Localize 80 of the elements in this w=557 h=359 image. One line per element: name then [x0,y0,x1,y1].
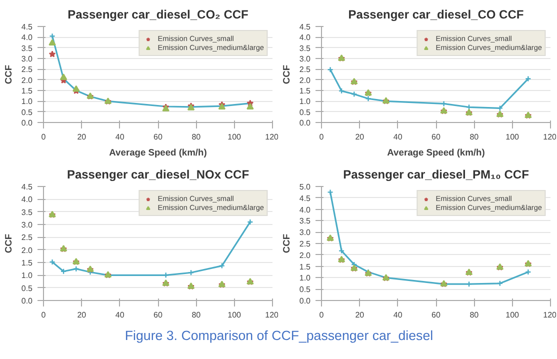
y-axis-title: CCF [3,234,14,254]
y-tick-label: 3.0 [299,228,312,238]
x-tick-label: 60 [432,310,441,320]
y-tick-label: 0.5 [21,108,34,117]
x-tick-label: 0 [319,132,324,142]
y-tick-label: 3.5 [299,216,312,226]
y-tick-label: 0.5 [299,285,312,294]
x-axis-title: Average Speed (km/h) [387,148,485,158]
y-tick-label: 4.5 [299,22,312,32]
y-tick-label: 3.5 [299,44,312,53]
x-tick-label: 40 [115,132,125,142]
y-tick-label: 1.5 [21,258,34,268]
chart-title: Passenger car_diesel_CO₂ CCF [68,8,248,22]
x-tick-label: 20 [355,310,365,320]
y-tick-label: 4.5 [21,182,34,192]
y-tick-label: 3.0 [299,54,312,64]
y-tick-label: 2.5 [299,240,312,248]
y-tick-label: 0.0 [21,296,34,306]
caption: Figure 3. Comparison of CCF_passenger car_diesel [124,328,434,343]
x-tick-label: 40 [393,310,403,320]
y-tick-label: 3.0 [21,220,34,230]
x-tick-label: 100 [228,310,242,320]
x-tick-label: 0 [41,310,46,320]
y-axis-title: CCF [281,64,292,84]
x-tick-label: 20 [77,310,87,320]
y-tick-label: 2.5 [21,233,34,242]
y-tick-label: 4.0 [299,33,312,42]
y-tick-label: 2.0 [299,250,312,260]
y-tick-label: 1.5 [299,86,312,96]
chart-title: Passenger car_diesel_NOx CCF [66,168,250,182]
x-tick-label: 120 [265,310,280,320]
y-tick-label: 4.5 [21,22,34,32]
y-tick-label: 3.0 [21,54,34,64]
y-tick-label: 0.5 [299,108,312,117]
y-tick-label: 0.0 [21,118,34,128]
x-tick-label: 20 [355,132,365,142]
x-tick-label: 0 [41,132,46,142]
x-tick-label: 40 [393,132,403,142]
y-tick-label: 2.5 [21,65,34,74]
y-tick-label: 1.5 [21,86,34,96]
y-tick-label: 1.0 [299,274,312,283]
chart-title: Passenger car_diesel_PM₁₀ CCF [343,168,529,182]
x-tick-label: 60 [432,132,441,142]
x-tick-label: 100 [506,310,520,320]
y-tick-label: 0.5 [21,284,34,293]
y-tick-label: 1.0 [21,97,34,106]
x-tick-label: 100 [228,132,242,142]
y-tick-label: 2.0 [21,76,34,85]
x-tick-label: 100 [506,132,520,142]
y-axis-title: CCF [3,64,14,84]
y-tick-label: 0.0 [299,296,312,306]
y-tick-label: 4.0 [21,195,34,204]
x-tick-label: 0 [319,310,324,320]
x-axis-title: Average Speed (km/h) [109,148,207,158]
y-tick-label: 0.0 [299,118,312,128]
y-tick-label: 1.0 [299,97,312,106]
x-tick-label: 60 [154,310,163,320]
x-tick-label: 20 [77,132,87,142]
y-tick-label: 4.0 [21,33,34,42]
y-tick-label: 2.0 [299,76,312,85]
x-tick-label: 40 [115,310,125,320]
y-tick-label: 3.5 [21,44,34,53]
x-tick-label: 80 [470,310,480,320]
x-tick-label: 80 [192,132,202,142]
x-tick-label: 120 [543,132,557,142]
x-tick-label: 120 [543,310,557,320]
y-tick-label: 2.5 [299,65,312,74]
x-tick-label: 80 [192,310,202,320]
x-tick-label: 120 [265,132,280,142]
y-tick-label: 1.0 [21,271,34,280]
y-tick-label: 1.5 [299,262,312,272]
x-tick-label: 80 [470,132,480,142]
y-tick-label: 4.0 [299,205,312,214]
y-tick-label: 5.0 [299,182,312,192]
y-tick-label: 2.0 [21,246,34,255]
x-tick-label: 60 [154,132,163,142]
y-tick-label: 4.5 [299,194,312,203]
y-axis-title: CCF [281,234,292,254]
chart-title: Passenger car_diesel_CO CCF [348,8,524,22]
y-tick-label: 3.5 [21,208,34,217]
